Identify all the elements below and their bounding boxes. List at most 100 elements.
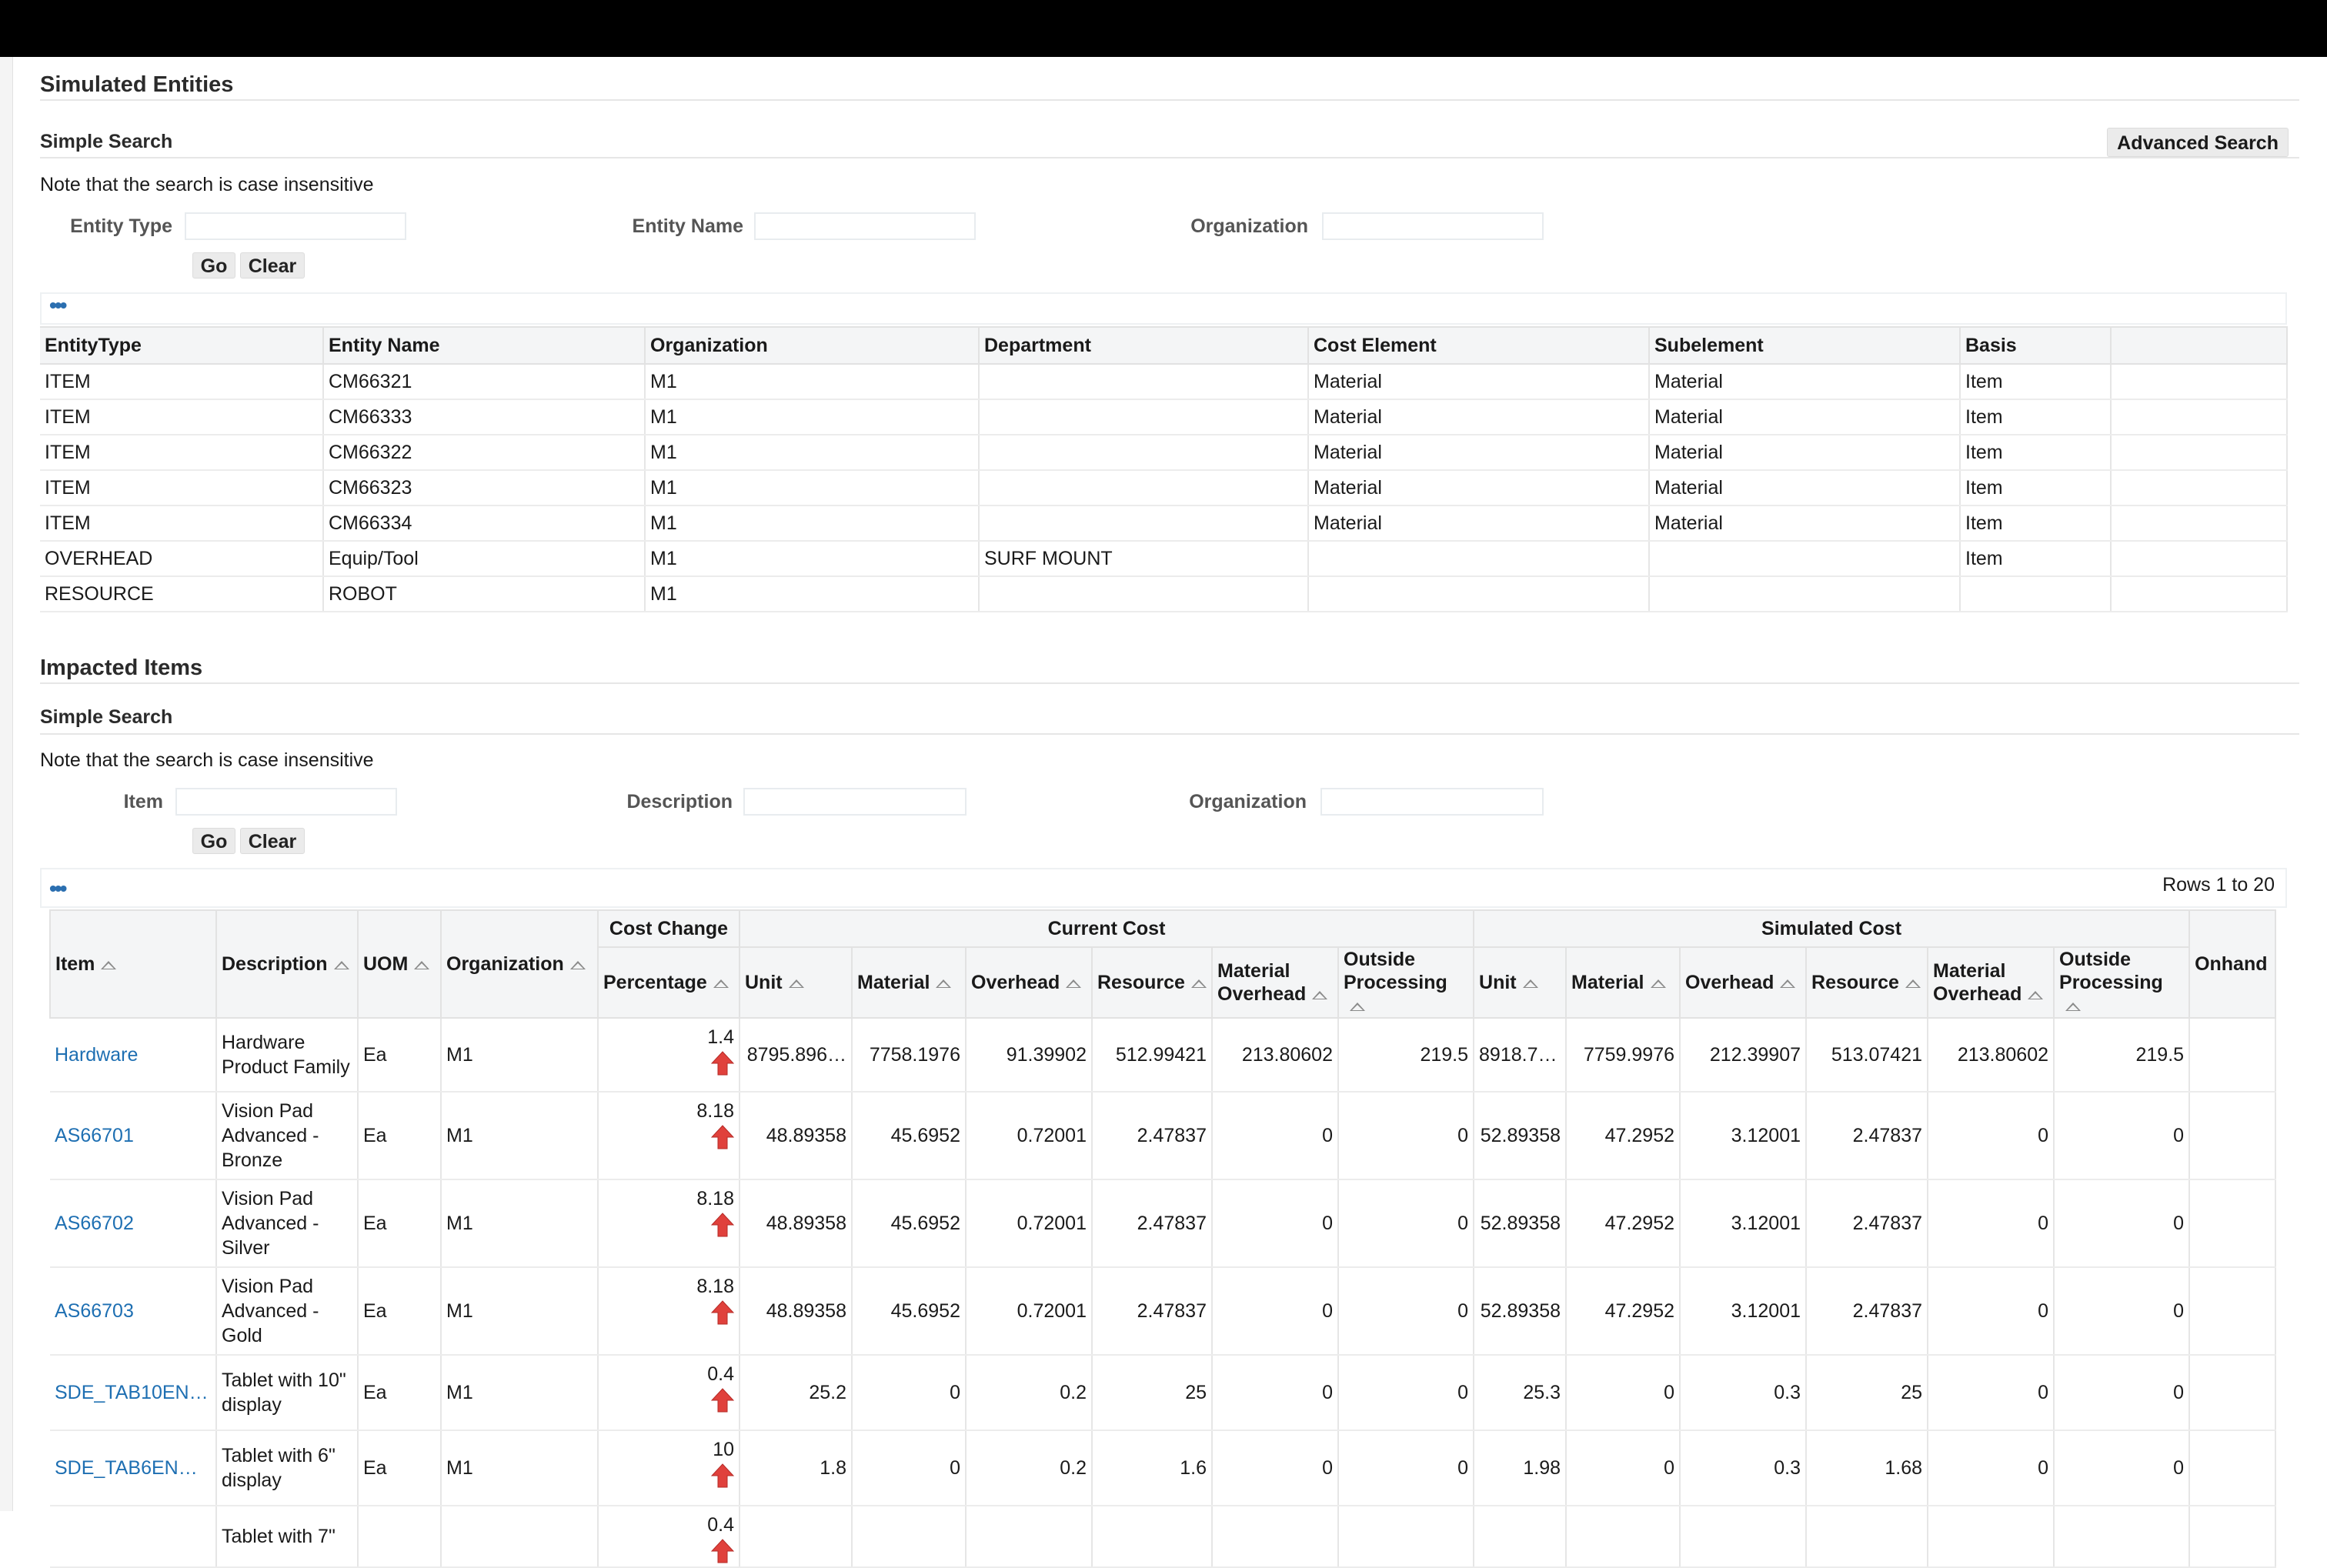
cell-department bbox=[979, 576, 1309, 612]
item-link[interactable]: AS66702 bbox=[55, 1213, 134, 1234]
table-row[interactable]: RESOURCE ROBOT M1 bbox=[40, 576, 2288, 612]
table-row[interactable]: ITEM CM66333 M1 Material Material Item bbox=[40, 399, 2288, 435]
col-current-outside-processing[interactable]: Outside Processing bbox=[1337, 946, 1475, 1019]
col-description[interactable]: Description bbox=[215, 909, 359, 1019]
entities-clear-button[interactable]: Clear bbox=[240, 252, 305, 279]
col-current-resource[interactable]: Resource bbox=[1091, 946, 1213, 1019]
sort-icon[interactable] bbox=[414, 960, 430, 969]
entities-go-button[interactable]: Go bbox=[192, 252, 235, 279]
col-basis[interactable]: Basis bbox=[1960, 326, 2112, 365]
table-row[interactable]: SDE_TAB10END… Tablet with 10" display Ea M1… bbox=[50, 1355, 2277, 1431]
cell-entity-type: ITEM bbox=[40, 399, 324, 435]
cell-organization: M1 bbox=[441, 1179, 599, 1268]
cell-department bbox=[979, 364, 1309, 400]
sort-icon[interactable] bbox=[713, 979, 729, 988]
sort-icon[interactable] bbox=[1780, 979, 1796, 988]
col-simulated-material-overhead[interactable]: Material Overhead bbox=[1927, 946, 2055, 1019]
sort-icon[interactable] bbox=[788, 979, 804, 988]
cell-organization: M1 bbox=[645, 505, 980, 542]
table-row[interactable]: OVERHEAD Equip/Tool M1 SURF MOUNT Item bbox=[40, 541, 2288, 577]
sort-icon[interactable] bbox=[1312, 990, 1328, 999]
sort-icon[interactable] bbox=[1905, 979, 1921, 988]
col-current-material-overhead[interactable]: Material Overhead bbox=[1211, 946, 1339, 1019]
sort-icon[interactable] bbox=[936, 979, 952, 988]
table-row[interactable]: Tablet with 7" 0.4 bbox=[50, 1506, 2277, 1568]
item-link[interactable]: AS66703 bbox=[55, 1300, 134, 1322]
col-organization[interactable]: Organization bbox=[440, 909, 599, 1019]
col-onhand[interactable]: Onhand bbox=[2188, 909, 2277, 1019]
cur-outside-processing: 0 bbox=[1338, 1092, 1475, 1180]
percentage-value: 0.4 bbox=[707, 1363, 734, 1385]
cur-overhead: 0.2 bbox=[966, 1355, 1093, 1431]
col-cost-element[interactable]: Cost Element bbox=[1308, 326, 1650, 365]
table-row[interactable]: ITEM CM66334 M1 Material Material Item bbox=[40, 505, 2288, 542]
more-actions-icon[interactable]: ••• bbox=[49, 293, 67, 317]
sort-icon[interactable] bbox=[2065, 1002, 2082, 1011]
entity-name-input[interactable] bbox=[754, 212, 976, 240]
cell-entity-name: CM66334 bbox=[323, 505, 646, 542]
sort-icon[interactable] bbox=[1190, 979, 1207, 988]
cell-basis: Item bbox=[1960, 541, 2112, 577]
cell-description: Hardware Product Family bbox=[216, 1018, 359, 1093]
col-simulated-resource[interactable]: Resource bbox=[1805, 946, 1929, 1019]
table-row[interactable]: ITEM CM66322 M1 Material Material Item bbox=[40, 435, 2288, 471]
col-organization[interactable]: Organization bbox=[645, 326, 980, 365]
sim-resource: 25 bbox=[1806, 1355, 1929, 1431]
table-row[interactable]: AS66701 Vision Pad Advanced - Bronze Ea M1 8… bbox=[50, 1092, 2277, 1180]
table-row[interactable]: SDE_TAB6END_E Tablet with 6" display Ea M1 1… bbox=[50, 1430, 2277, 1506]
sim-material-overhead: 213.80602 bbox=[1928, 1018, 2055, 1093]
cell-subelement bbox=[1649, 576, 1961, 612]
sort-icon[interactable] bbox=[569, 960, 586, 969]
advanced-search-button[interactable]: Advanced Search bbox=[2107, 128, 2289, 157]
cell-uom: Ea bbox=[358, 1092, 442, 1180]
sort-icon[interactable] bbox=[2028, 990, 2044, 999]
item-link[interactable]: SDE_TAB10END… bbox=[55, 1382, 211, 1403]
impacted-go-button[interactable]: Go bbox=[192, 828, 235, 854]
impacted-organization-input[interactable] bbox=[1320, 788, 1544, 816]
col-entity-type[interactable]: EntityType bbox=[40, 326, 324, 365]
sort-icon[interactable] bbox=[1066, 979, 1082, 988]
cell-filler bbox=[2111, 541, 2288, 577]
sort-icon[interactable] bbox=[1522, 979, 1538, 988]
col-entity-name[interactable]: Entity Name bbox=[323, 326, 646, 365]
cur-material: 45.6952 bbox=[852, 1179, 967, 1268]
table-row[interactable]: Hardware Hardware Product Family Ea M1 1.4 87… bbox=[50, 1018, 2277, 1093]
left-gutter bbox=[0, 57, 13, 1511]
col-subelement[interactable]: Subelement bbox=[1649, 326, 1961, 365]
impacted-clear-button[interactable]: Clear bbox=[240, 828, 305, 854]
col-simulated-material[interactable]: Material bbox=[1565, 946, 1681, 1019]
sort-icon[interactable] bbox=[1650, 979, 1666, 988]
col-simulated-outside-processing[interactable]: Outside Processing bbox=[2053, 946, 2191, 1019]
col-current-unit[interactable]: Unit bbox=[739, 946, 853, 1019]
cell-organization: M1 bbox=[645, 399, 980, 435]
item-link[interactable]: SDE_TAB6END_E bbox=[55, 1457, 211, 1479]
sort-icon[interactable] bbox=[333, 960, 349, 969]
cur-outside-processing: 219.5 bbox=[1338, 1018, 1475, 1093]
col-simulated-unit[interactable]: Unit bbox=[1473, 946, 1567, 1019]
col-percentage[interactable]: Percentage bbox=[597, 946, 740, 1019]
cur-resource: 2.47837 bbox=[1092, 1267, 1213, 1356]
table-row[interactable]: ITEM CM66323 M1 Material Material Item bbox=[40, 470, 2288, 506]
col-simulated-overhead[interactable]: Overhead bbox=[1679, 946, 1808, 1019]
cur-resource: 2.47837 bbox=[1092, 1092, 1213, 1180]
cell-cost-element bbox=[1308, 541, 1650, 577]
sort-icon[interactable] bbox=[1350, 1002, 1365, 1011]
table-row[interactable]: AS66703 Vision Pad Advanced - Gold Ea M1 8.1… bbox=[50, 1267, 2277, 1356]
cell-onhand bbox=[2189, 1506, 2277, 1568]
item-link[interactable]: AS66701 bbox=[55, 1125, 134, 1146]
table-row[interactable]: ITEM CM66321 M1 Material Material Item bbox=[40, 364, 2288, 400]
table-row[interactable]: AS66702 Vision Pad Advanced - Silver Ea M1 8… bbox=[50, 1179, 2277, 1268]
entity-organization-input[interactable] bbox=[1322, 212, 1544, 240]
col-current-material[interactable]: Material bbox=[851, 946, 967, 1019]
col-department[interactable]: Department bbox=[979, 326, 1309, 365]
col-uom[interactable]: UOM bbox=[357, 909, 442, 1019]
description-input[interactable] bbox=[743, 788, 967, 816]
item-input[interactable] bbox=[175, 788, 397, 816]
sim-unit: 52.89358 bbox=[1474, 1092, 1567, 1180]
col-current-overhead[interactable]: Overhead bbox=[965, 946, 1093, 1019]
col-item[interactable]: Item bbox=[49, 909, 217, 1019]
entity-type-input[interactable] bbox=[185, 212, 406, 240]
more-actions-icon[interactable]: ••• bbox=[49, 876, 67, 900]
sort-icon[interactable] bbox=[101, 960, 117, 969]
item-link[interactable]: Hardware bbox=[55, 1044, 139, 1066]
